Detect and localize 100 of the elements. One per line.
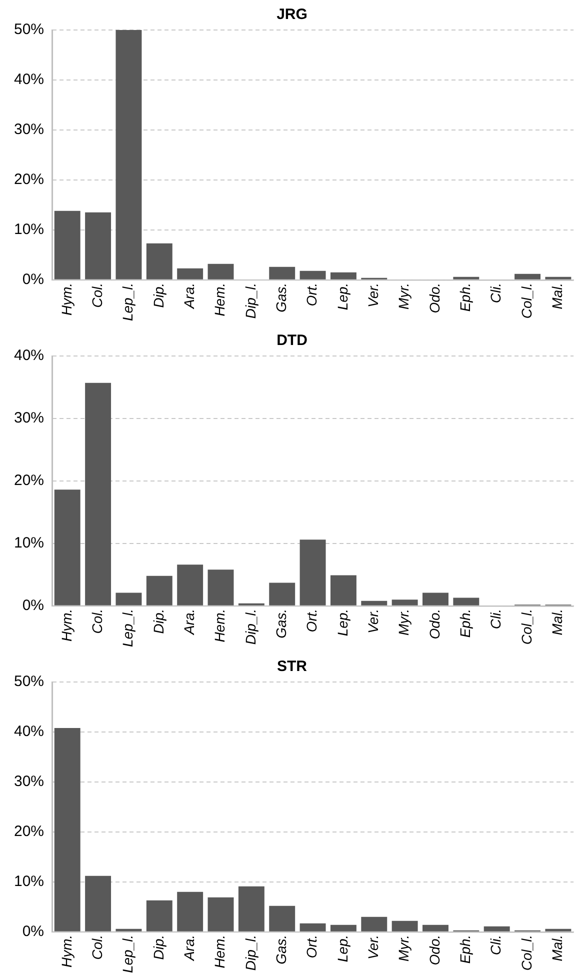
bar: [116, 30, 142, 280]
x-tick-label: Myr.: [396, 282, 412, 310]
x-tick-label: Col_l.: [518, 282, 534, 319]
bar: [300, 270, 326, 280]
y-tick-label: 20%: [14, 171, 44, 188]
x-tick-label: Gas.: [272, 608, 289, 638]
bar: [545, 928, 572, 932]
y-tick-label: 0%: [22, 922, 44, 940]
bar: [54, 210, 80, 280]
bar: [238, 886, 264, 932]
bar: [330, 575, 356, 606]
bar: [116, 592, 142, 606]
x-tick-label: Lep_l.: [120, 608, 136, 648]
chart-title: STR: [277, 658, 308, 676]
bar: [453, 276, 480, 280]
bar: [269, 906, 296, 932]
bar: [422, 592, 448, 606]
bar: [269, 582, 296, 606]
bar: [146, 900, 172, 932]
chart-title: DTD: [276, 332, 308, 350]
x-tick-label: Ver.: [365, 934, 382, 960]
bar: [85, 212, 112, 280]
x-tick-label: Myr.: [396, 934, 412, 962]
y-tick-label: 10%: [14, 221, 44, 238]
x-tick-label: Mal.: [549, 282, 566, 310]
x-tick-label: Odo.: [426, 934, 442, 966]
x-tick-label: Col_l.: [518, 608, 534, 645]
y-tick-label: 20%: [14, 823, 44, 840]
x-tick-label: Ort.: [304, 282, 320, 306]
bar: [545, 276, 572, 280]
x-tick-label: Ort.: [304, 934, 320, 958]
x-tick-label: Col.: [88, 282, 105, 308]
y-tick-label: 10%: [14, 873, 44, 890]
x-tick-label: Hym.: [58, 608, 74, 642]
x-tick-label: Lep_l.: [120, 934, 136, 974]
x-tick-label: Dip.: [150, 934, 166, 960]
y-tick-label: 30%: [14, 773, 44, 790]
x-tick-label: Dip.: [150, 282, 166, 308]
chart-title: JRG: [276, 6, 308, 24]
bar: [330, 272, 356, 280]
x-tick-label: Cli.: [488, 934, 504, 956]
bar: [330, 924, 356, 932]
x-tick-label: Lep.: [334, 608, 350, 636]
bar: [177, 268, 204, 280]
x-tick-label: Ver.: [365, 608, 382, 634]
x-tick-label: Ara.: [180, 282, 197, 310]
bar: [85, 382, 112, 606]
x-tick-label: Hem.: [212, 934, 228, 968]
y-tick-label: 40%: [14, 723, 44, 740]
x-tick-label: Lep.: [334, 282, 350, 310]
x-tick-label: Odo.: [426, 608, 442, 640]
bar: [300, 540, 326, 606]
x-tick-label: Gas.: [272, 934, 289, 964]
bar: [453, 598, 480, 606]
x-tick-label: Gas.: [272, 282, 289, 312]
x-tick-label: Myr.: [396, 608, 412, 636]
x-tick-label: Eph.: [457, 934, 474, 964]
bar: [392, 920, 418, 932]
y-tick-label: 10%: [14, 534, 44, 552]
x-tick-label: Lep.: [334, 934, 350, 962]
y-tick-label: 50%: [14, 673, 44, 690]
bar: [269, 266, 296, 280]
x-tick-label: Col.: [88, 934, 105, 960]
y-tick-label: 50%: [14, 21, 44, 38]
x-tick-label: Col.: [88, 608, 105, 634]
x-tick-label: Cli.: [488, 282, 504, 304]
x-tick-label: Dip_l.: [242, 934, 258, 971]
x-tick-label: Lep_l.: [120, 282, 136, 322]
bar: [361, 916, 388, 932]
bar: [392, 600, 418, 606]
x-tick-label: Dip_l.: [242, 282, 258, 319]
x-tick-label: Ver.: [365, 282, 382, 308]
x-tick-label: Hym.: [58, 934, 74, 968]
bar: [208, 570, 234, 606]
y-tick-label: 40%: [14, 347, 44, 364]
x-tick-label: Cli.: [488, 608, 504, 630]
bar: [116, 928, 142, 932]
y-tick-label: 40%: [14, 71, 44, 88]
y-tick-label: 30%: [14, 121, 44, 138]
bar: [208, 264, 234, 280]
x-tick-label: Mal.: [549, 934, 566, 962]
x-tick-label: Ara.: [180, 608, 197, 636]
bar: [208, 897, 234, 932]
bar: [361, 600, 388, 606]
x-tick-label: Hem.: [212, 282, 228, 316]
x-tick-label: Mal.: [549, 608, 566, 636]
x-tick-label: Dip_l.: [242, 608, 258, 645]
x-tick-label: Col_l.: [518, 934, 534, 971]
bar: [514, 274, 541, 280]
y-tick-label: 30%: [14, 410, 44, 427]
bar: [422, 924, 448, 932]
y-tick-label: 0%: [22, 596, 44, 614]
bar: [146, 576, 172, 606]
x-tick-label: Ort.: [304, 608, 320, 632]
x-tick-label: Eph.: [457, 282, 474, 312]
x-tick-label: Hym.: [58, 282, 74, 316]
x-tick-label: Dip.: [150, 608, 166, 634]
bar: [54, 728, 80, 932]
y-tick-label: 20%: [14, 472, 44, 490]
bar: [484, 926, 510, 932]
